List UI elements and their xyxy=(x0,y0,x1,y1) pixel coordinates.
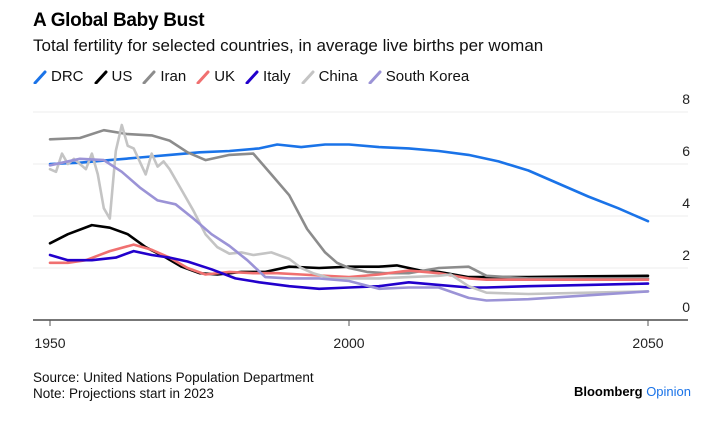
series-line-china xyxy=(48,123,650,296)
projection-note: Note: Projections start in 2023 xyxy=(33,386,214,401)
y-tick-label-8: 8 xyxy=(682,91,690,107)
legend-item-china: China xyxy=(301,68,358,85)
legend-swatch-icon xyxy=(33,70,47,84)
legend-swatch-icon xyxy=(94,70,107,84)
legend-label: DRC xyxy=(51,68,84,85)
legend-label: South Korea xyxy=(385,68,470,85)
series-line-south-korea xyxy=(48,157,650,302)
legend-swatch-icon xyxy=(368,70,382,84)
legend-label: US xyxy=(111,68,133,85)
legend-item-italy: Italy xyxy=(245,68,291,85)
legend: DRC US Iran UK Italy China South Korea xyxy=(33,68,469,85)
y-tick-label-6: 6 xyxy=(682,143,690,159)
y-tick-label-4: 4 xyxy=(682,195,690,211)
series-line-us xyxy=(48,223,650,279)
legend-label: Iran xyxy=(160,68,187,85)
legend-item-us: US xyxy=(94,68,133,85)
series-line-drc xyxy=(48,143,650,223)
legend-label: Italy xyxy=(263,68,291,85)
x-tick-label-1950: 1950 xyxy=(34,335,65,351)
x-tick-label-2050: 2050 xyxy=(632,335,663,351)
y-tick-label-2: 2 xyxy=(682,247,690,263)
legend-swatch-icon xyxy=(142,70,156,84)
chart-subtitle: Total fertility for selected countries, … xyxy=(33,36,544,55)
legend-swatch-icon xyxy=(245,70,259,84)
legend-item-iran: Iran xyxy=(142,68,186,85)
legend-label: China xyxy=(318,68,358,85)
series-line-iran xyxy=(48,128,650,280)
brand-logo: Bloomberg Opinion xyxy=(574,384,691,399)
series-line-uk xyxy=(48,243,650,281)
legend-item-drc: DRC xyxy=(33,68,84,85)
legend-label: UK xyxy=(214,68,236,85)
source-note: Source: United Nations Population Depart… xyxy=(33,370,314,385)
line-chart: 0 2 4 6 8 1950 2000 2050 xyxy=(33,91,690,351)
chart-title: A Global Baby Bust xyxy=(33,10,205,31)
legend-item-uk: UK xyxy=(196,68,235,85)
brand-accent: Opinion xyxy=(646,384,691,399)
chart-footer: Source: United Nations Population Depart… xyxy=(33,370,314,402)
y-tick-label-0: 0 xyxy=(682,299,690,315)
legend-swatch-icon xyxy=(301,70,315,84)
legend-item-south-korea: South Korea xyxy=(368,68,469,85)
legend-swatch-icon xyxy=(196,70,210,84)
x-tick-label-2000: 2000 xyxy=(333,335,364,351)
series-line-italy xyxy=(48,249,650,291)
brand-main: Bloomberg xyxy=(573,384,643,399)
